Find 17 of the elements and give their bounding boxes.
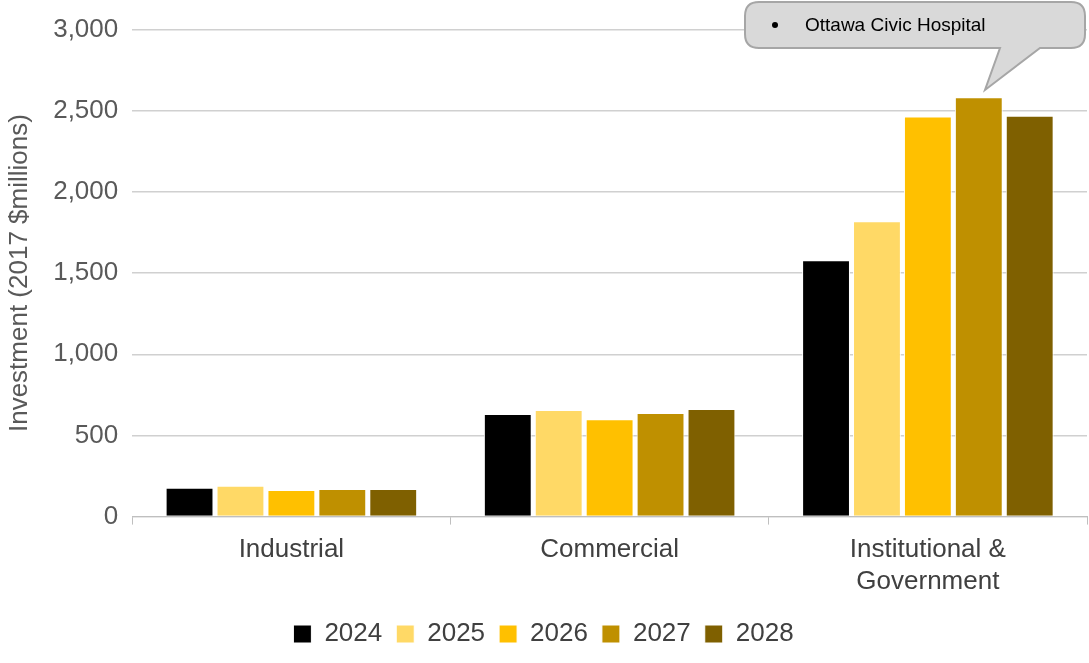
x-tick-label: Industrial [238,533,345,564]
legend-label: 2025 [427,617,486,648]
y-tick-label: 2,500 [53,93,119,124]
legend-label: 2028 [735,617,794,648]
annotation: Ottawa Civic Hospital [805,14,986,36]
y-axis-title: Investment (2017 $millions) [2,114,33,433]
x-tick-label: Commercial [540,533,679,564]
x-tick-label: Institutional & Government [849,533,1006,595]
y-tick-label: 2,000 [53,175,119,206]
legend-label: 2026 [530,617,588,648]
y-tick-label: 500 [74,418,119,449]
legend-label: 2024 [324,617,383,648]
legend-label: 2027 [632,617,691,648]
y-tick-label: 0 [103,499,119,530]
y-tick-label: 1,000 [53,337,119,368]
y-tick-label: 1,500 [53,256,119,287]
y-tick-label: 3,000 [53,12,119,43]
